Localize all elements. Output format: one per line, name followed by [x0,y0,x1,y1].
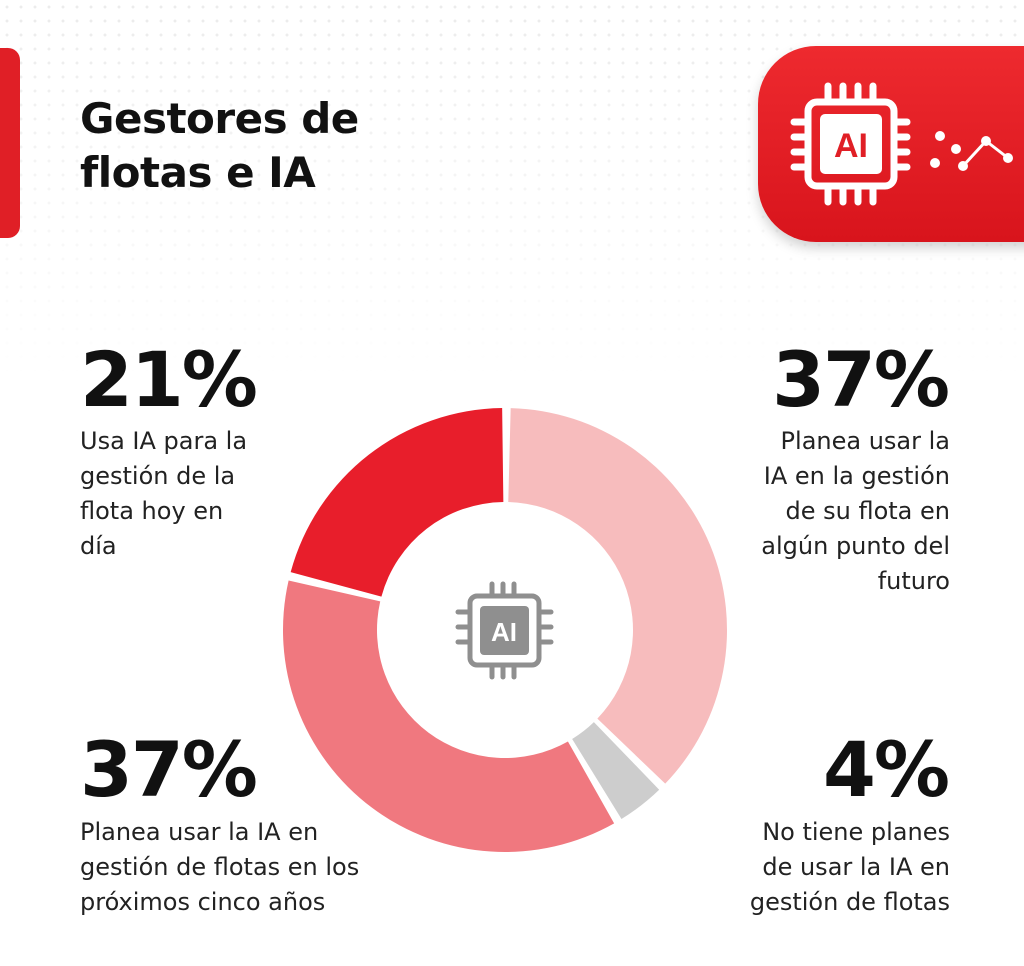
donut-slice-2 [572,722,660,819]
description-line: de usar la IA en [762,853,950,881]
title-line-1: Gestores de [80,94,359,143]
description-line: de su flota en [785,497,951,525]
title-line-2: flotas e IA [80,148,316,197]
description-line: gestión de flotas [749,888,950,916]
description-line: flota hoy en [80,497,224,525]
ai-chip-icon: AI [790,82,1013,206]
slices-layer [283,408,727,852]
description-line: algún punto del [761,532,950,560]
description-line: IA en la gestión [763,462,950,490]
center-ai-text: AI [491,617,517,647]
slice-value-label-4: 4% [822,725,950,814]
description-line: gestión de la [80,462,236,490]
slice-value-label-37-future: 37% [772,335,950,424]
page-title: Gestores de flotas e IA [80,92,359,200]
donut-slice-0 [290,408,504,597]
slice-value-label-21: 21% [80,335,258,424]
ai-badge-text: AI [834,127,868,165]
description-line: Usa IA para la [80,427,248,455]
slice-description-37-future: Planea usar la IA en la gestión de su fl… [761,424,950,599]
slice-value-label-37-five-years: 37% [80,725,258,814]
description-line: Planea usar la [780,427,950,455]
slice-description-4: No tiene planes de usar la IA en gestión… [750,815,950,920]
donut-slice-3 [283,580,615,852]
description-line: futuro [877,567,950,595]
slice-description-21: Usa IA para la gestión de la flota hoy e… [80,424,247,564]
left-accent-bar [0,48,20,238]
description-line: Planea usar la IA en [80,818,319,846]
donut-slice-1 [508,408,727,784]
description-line: No tiene planes [762,818,950,846]
description-line: día [80,532,117,560]
description-line: gestión de flotas en los [80,853,360,881]
ai-badge: AI [758,46,1024,242]
slice-description-37-five-years: Planea usar la IA en gestión de flotas e… [80,815,359,920]
center-ai-icon: AI [455,581,554,680]
description-line: próximos cinco años [80,888,326,916]
